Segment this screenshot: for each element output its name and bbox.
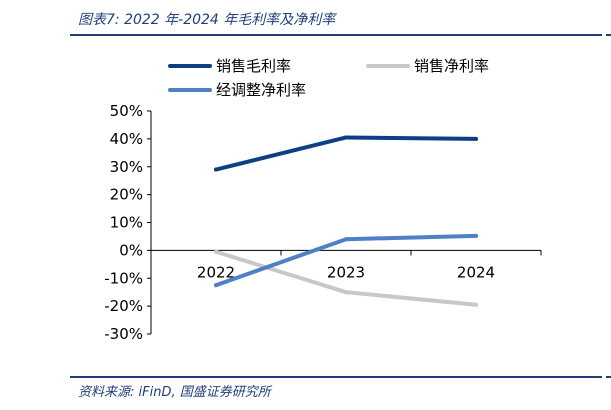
data-point — [474, 136, 478, 141]
y-tick-label: 10% — [110, 214, 143, 232]
x-tick-label: 2024 — [457, 263, 495, 281]
legend-label: 销售净利率 — [414, 57, 489, 75]
bottom-rule — [70, 376, 602, 378]
data-point — [344, 290, 348, 295]
series-lines — [214, 135, 478, 307]
legend-label: 经调整净利率 — [216, 81, 306, 99]
y-tick-label: 40% — [110, 130, 143, 148]
y-tick-label: 20% — [110, 186, 143, 204]
y-tick-label: 50% — [110, 102, 143, 120]
x-tick-label: 2022 — [197, 263, 235, 281]
data-point — [344, 237, 348, 242]
y-tick-label: -30% — [104, 325, 143, 343]
series-line-1 — [214, 135, 478, 172]
y-tick-label: 0% — [119, 241, 143, 259]
legend-label: 销售毛利率 — [216, 57, 291, 75]
data-point — [214, 167, 218, 172]
data-point — [474, 233, 478, 238]
source-note: 资料来源: iFinD, 国盛证券研究所 — [78, 385, 271, 400]
top-rule — [70, 34, 602, 36]
top-rule-tick — [606, 34, 611, 36]
y-tick-label: -20% — [104, 297, 143, 315]
y-tick-label: -10% — [104, 269, 143, 287]
data-point — [214, 249, 218, 254]
y-tick-label: 30% — [110, 158, 143, 176]
data-point — [344, 135, 348, 140]
data-point — [214, 283, 218, 288]
data-point — [474, 302, 478, 307]
figure-title: 图表7: 2022 年-2024 年毛利率及净利率 — [78, 12, 336, 28]
bottom-rule-tick — [606, 376, 611, 378]
x-tick-label: 2023 — [327, 263, 365, 281]
